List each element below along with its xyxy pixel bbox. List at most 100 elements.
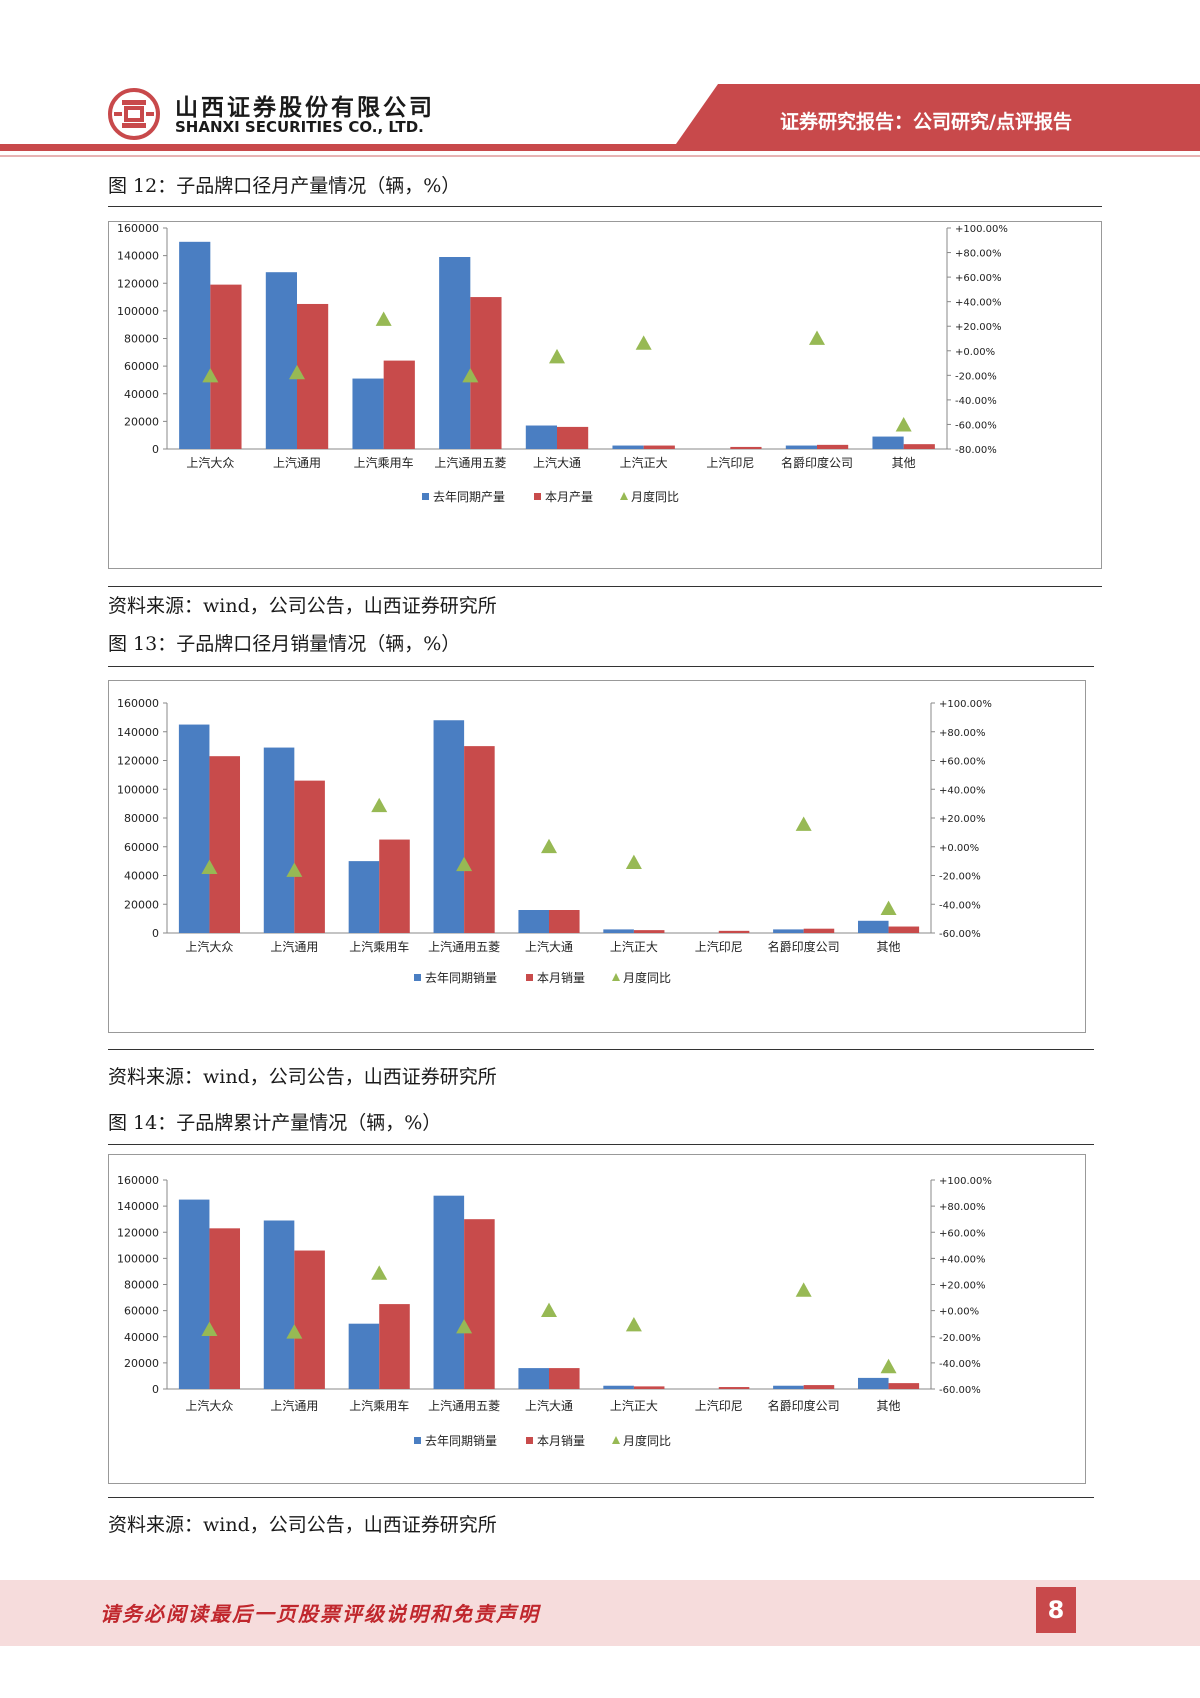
marker-triangle — [541, 1302, 557, 1318]
marker-triangle — [795, 816, 812, 831]
bar — [557, 426, 589, 449]
figure-13-top-rule — [108, 666, 1094, 667]
y-tick-label: 0 — [152, 443, 159, 456]
y-tick-label: 140000 — [117, 726, 159, 739]
bar — [888, 1383, 920, 1389]
category-label: 上汽大通 — [525, 939, 573, 954]
category-label: 上汽乘用车 — [349, 1398, 409, 1413]
page-number: 8 — [1036, 1587, 1076, 1633]
category-label: 上汽大众 — [185, 1398, 233, 1413]
bar — [263, 1220, 295, 1389]
bar — [178, 724, 210, 933]
bar — [209, 1228, 241, 1389]
figure-14-bottom-rule — [108, 1497, 1094, 1498]
category-label: 上汽乘用车 — [354, 455, 414, 470]
figure-12-bottom-rule — [108, 586, 1102, 587]
y2-tick-label: -20.00% — [939, 1333, 981, 1344]
category-label: 名爵印度公司 — [768, 939, 840, 954]
bar — [265, 272, 297, 449]
bar — [178, 1199, 210, 1389]
bar — [803, 928, 835, 933]
legend-label: 本月销量 — [537, 1434, 585, 1448]
category-label: 上汽印尼 — [695, 1398, 743, 1413]
y-tick-label: 100000 — [117, 1252, 159, 1265]
company-logo-icon — [108, 88, 160, 140]
legend-swatch — [612, 1436, 620, 1444]
figure-13-source: 资料来源：wind，公司公告，山西证券研究所 — [108, 1066, 497, 1088]
category-label: 上汽通用 — [270, 939, 318, 954]
bar — [518, 1368, 549, 1389]
header-divider — [0, 144, 1200, 151]
y-tick-label: 80000 — [124, 1279, 159, 1292]
marker-triangle — [371, 1265, 388, 1280]
bar — [352, 378, 384, 449]
bar — [433, 720, 465, 933]
legend-label: 月度同比 — [631, 489, 679, 504]
marker-triangle — [809, 330, 825, 345]
y2-tick-label: +20.00% — [955, 322, 1002, 333]
legend-label: 本月产量 — [545, 490, 593, 504]
y-tick-label: 20000 — [124, 415, 159, 428]
y2-tick-label: -40.00% — [939, 1359, 981, 1370]
marker-triangle — [625, 854, 642, 869]
figure-14-chart: 0 20000 40000 60000 80000 100000 120000 140000 1… — [108, 1154, 1086, 1484]
bar — [464, 1219, 495, 1389]
y-tick-label: 100000 — [117, 305, 159, 318]
legend-label: 去年同期销量 — [425, 971, 497, 985]
bar — [464, 746, 495, 933]
y2-tick-label: +80.00% — [939, 728, 986, 739]
category-label: 上汽大通 — [533, 455, 581, 470]
y-tick-label: 0 — [152, 927, 159, 940]
bar — [603, 1385, 634, 1389]
marker-triangle — [635, 335, 652, 350]
bar — [294, 780, 325, 933]
marker-triangle — [456, 856, 473, 872]
legend-swatch — [414, 974, 421, 981]
bar — [348, 1323, 380, 1389]
legend-swatch — [422, 493, 429, 500]
figure-13-bottom-rule — [108, 1049, 1094, 1050]
bar — [730, 446, 762, 449]
y2-tick-label: -40.00% — [955, 396, 997, 407]
y-tick-label: 140000 — [117, 250, 159, 263]
y-tick-label: 120000 — [117, 755, 159, 768]
marker-triangle — [371, 797, 388, 813]
marker-triangle — [549, 348, 565, 364]
bar — [888, 926, 920, 933]
category-label: 其他 — [892, 456, 916, 470]
y-tick-label: 60000 — [124, 360, 159, 373]
legend-label: 月度同比 — [623, 1433, 671, 1448]
category-label: 上汽正大 — [610, 939, 658, 954]
y-tick-label: 120000 — [117, 1226, 159, 1239]
y2-tick-label: +20.00% — [939, 814, 986, 825]
bar — [903, 444, 935, 449]
y2-tick-label: +40.00% — [939, 1254, 986, 1265]
bar — [718, 930, 750, 933]
y2-tick-label: +20.00% — [939, 1281, 986, 1292]
figure-12-chart: 0 20000 40000 60000 80000 100000 120000 140000 1… — [108, 221, 1102, 569]
category-label: 名爵印度公司 — [768, 1398, 840, 1413]
bar — [549, 1368, 580, 1389]
bar — [379, 1304, 410, 1389]
bar — [433, 1195, 465, 1389]
bar — [210, 284, 242, 449]
category-label: 上汽大通 — [525, 1398, 573, 1413]
marker-triangle — [895, 417, 912, 432]
y-tick-label: 20000 — [124, 898, 159, 911]
marker-triangle — [286, 1324, 303, 1339]
y-tick-label: 60000 — [124, 841, 159, 854]
y2-tick-label: -20.00% — [955, 371, 997, 382]
y2-tick-label: +100.00% — [955, 224, 1008, 235]
bar — [633, 1386, 665, 1389]
marker-triangle — [202, 367, 219, 383]
marker-triangle — [201, 859, 218, 874]
y2-tick-label: +0.00% — [939, 1307, 979, 1318]
legend-swatch — [612, 973, 620, 981]
company-name-cn: 山西证券股份有限公司 — [175, 95, 435, 121]
bar — [643, 445, 675, 449]
bar — [817, 444, 849, 449]
report-type-banner — [676, 84, 1200, 144]
marker-triangle — [456, 1318, 473, 1334]
y-tick-label: 40000 — [124, 1331, 159, 1344]
category-label: 上汽印尼 — [695, 939, 743, 954]
